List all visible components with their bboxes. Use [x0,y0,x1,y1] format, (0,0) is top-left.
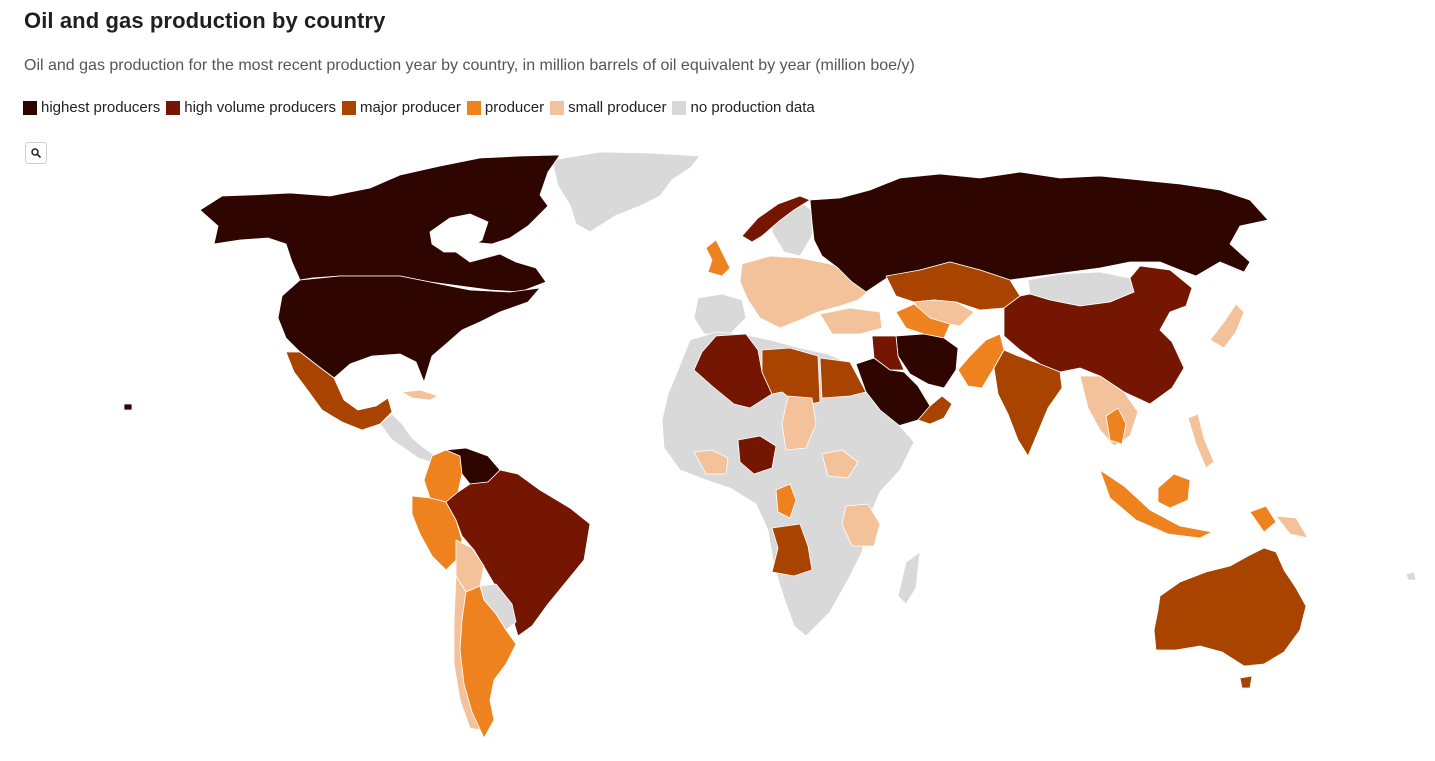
search-icon [31,148,41,158]
region-greenland[interactable] [551,151,701,233]
legend-swatch [166,100,181,115]
region-egypt[interactable] [819,357,867,399]
region-iberia[interactable] [693,293,747,335]
region-malaysia[interactable] [1105,407,1127,445]
region-angola[interactable] [771,523,813,577]
region-indonesia[interactable] [1099,469,1213,539]
region-islands[interactable] [1405,571,1417,581]
legend-label: high volume producers [184,99,337,116]
region-africa[interactable] [661,331,915,637]
legend-swatch [466,100,481,115]
region-philippines[interactable] [1187,413,1215,469]
region-norway[interactable] [741,195,811,243]
legend: highest producers high volume producers … [23,99,821,116]
legend-item-high-volume[interactable]: high volume producers [166,99,336,116]
region-madagascar[interactable] [897,551,921,605]
legend-item-no-data[interactable]: no production data [672,99,815,116]
region-turkey[interactable] [819,307,883,335]
legend-item-small[interactable]: small producer [550,99,666,116]
hudson-bay [429,213,489,253]
legend-swatch [23,100,37,115]
region-indonesia-east[interactable] [1249,505,1277,533]
region-brazil[interactable] [445,469,591,637]
region-nigeria[interactable] [737,435,777,475]
region-iran[interactable] [895,333,959,389]
legend-swatch [342,100,357,115]
region-russia[interactable] [809,171,1269,293]
legend-label: producer [484,99,545,116]
region-gabon[interactable] [775,483,797,519]
region-tanzania[interactable] [841,503,881,547]
region-india[interactable] [993,349,1063,457]
legend-label: highest producers [41,99,161,116]
legend-item-producer[interactable]: producer [466,99,545,116]
legend-label: small producer [568,99,667,116]
region-oman[interactable] [917,395,953,425]
region-japan[interactable] [1209,303,1245,349]
region-sudan[interactable] [781,395,817,451]
legend-swatch [550,100,565,115]
region-south-sudan[interactable] [821,449,859,479]
region-cuba[interactable] [401,389,439,401]
region-hawaii[interactable] [123,403,133,411]
region-mexico[interactable] [285,351,393,431]
region-australia[interactable] [1153,547,1307,667]
legend-item-highest[interactable]: highest producers [23,99,160,116]
region-central-america[interactable] [379,413,437,463]
region-united-kingdom[interactable] [705,239,731,277]
region-canada[interactable] [199,154,561,293]
legend-swatch [672,100,687,115]
region-europe[interactable] [739,255,871,329]
page-title: Oil and gas production by country [24,8,386,33]
zoom-button[interactable] [25,142,47,164]
region-turkmenistan[interactable] [895,303,951,339]
region-indonesia-borneo[interactable] [1157,473,1191,509]
page-subtitle: Oil and gas production for the most rece… [24,57,915,74]
region-argentina[interactable] [459,585,517,739]
region-west-africa[interactable] [693,449,729,475]
legend-label: no production data [690,99,815,116]
region-tasmania[interactable] [1239,675,1253,689]
legend-item-major[interactable]: major producer [342,99,461,116]
region-algeria[interactable] [693,333,773,409]
region-china[interactable] [1003,265,1193,405]
legend-label: major producer [360,99,461,116]
region-papua[interactable] [1275,515,1309,539]
